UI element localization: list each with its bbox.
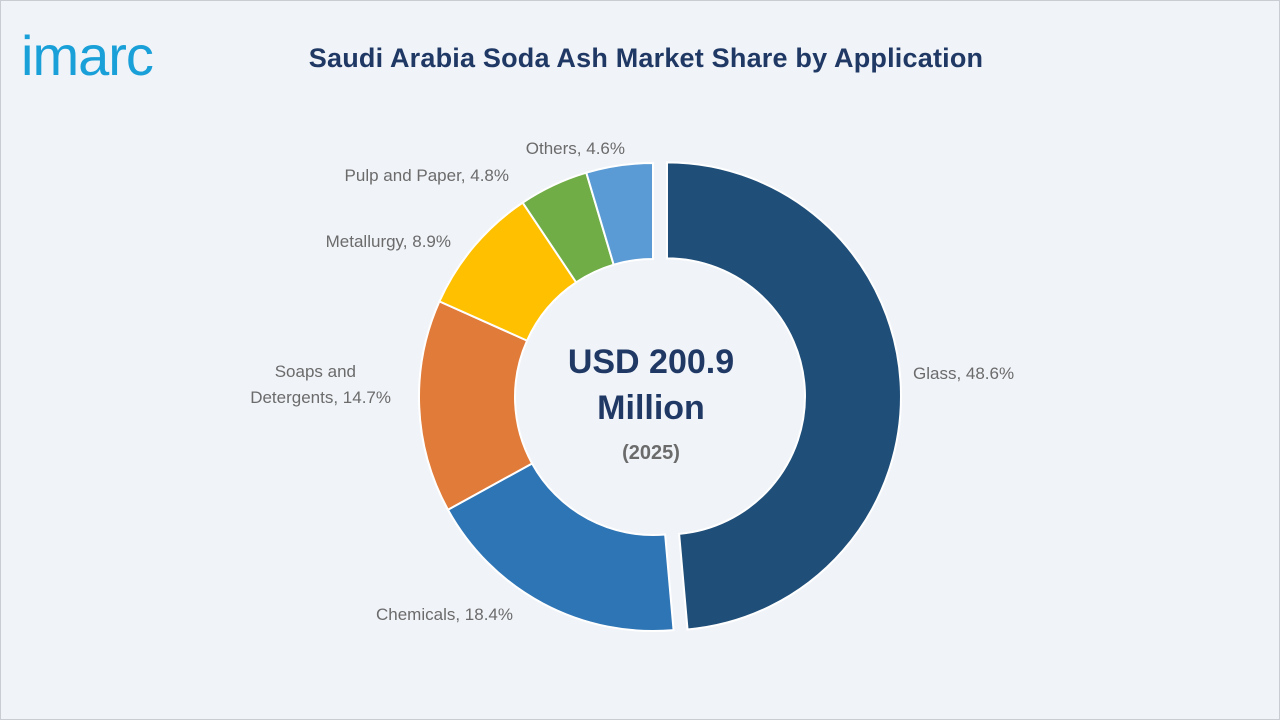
label-pulp-and-paper: Pulp and Paper, 4.8%	[345, 166, 509, 185]
imarc-logo: imarc	[21, 24, 154, 81]
label-chemicals: Chemicals, 18.4%	[376, 605, 513, 624]
slice-glass	[665, 161, 902, 631]
label-metallurgy: Metallurgy, 8.9%	[326, 232, 451, 251]
center-year: (2025)	[622, 442, 680, 464]
label-soaps-and-detergents: Soaps and Detergents, 14.7%	[250, 362, 391, 407]
center-value-line-1: USD 200.9	[568, 343, 734, 381]
label-glass: Glass, 48.6%	[913, 364, 1014, 383]
donut-slices	[418, 161, 902, 632]
center-value-line-2: Million	[597, 389, 705, 427]
logo-text: imarc	[21, 24, 153, 81]
label-others: Others, 4.6%	[526, 139, 625, 158]
slice-chemicals	[446, 462, 675, 632]
slice-others	[585, 161, 654, 266]
chart-title: Saudi Arabia Soda Ash Market Share by Ap…	[308, 43, 984, 73]
slice-labels: Glass, 48.6% Chemicals, 18.4% Soaps and Det…	[250, 139, 1014, 624]
center-label: USD 200.9 Million (2025)	[568, 343, 734, 464]
